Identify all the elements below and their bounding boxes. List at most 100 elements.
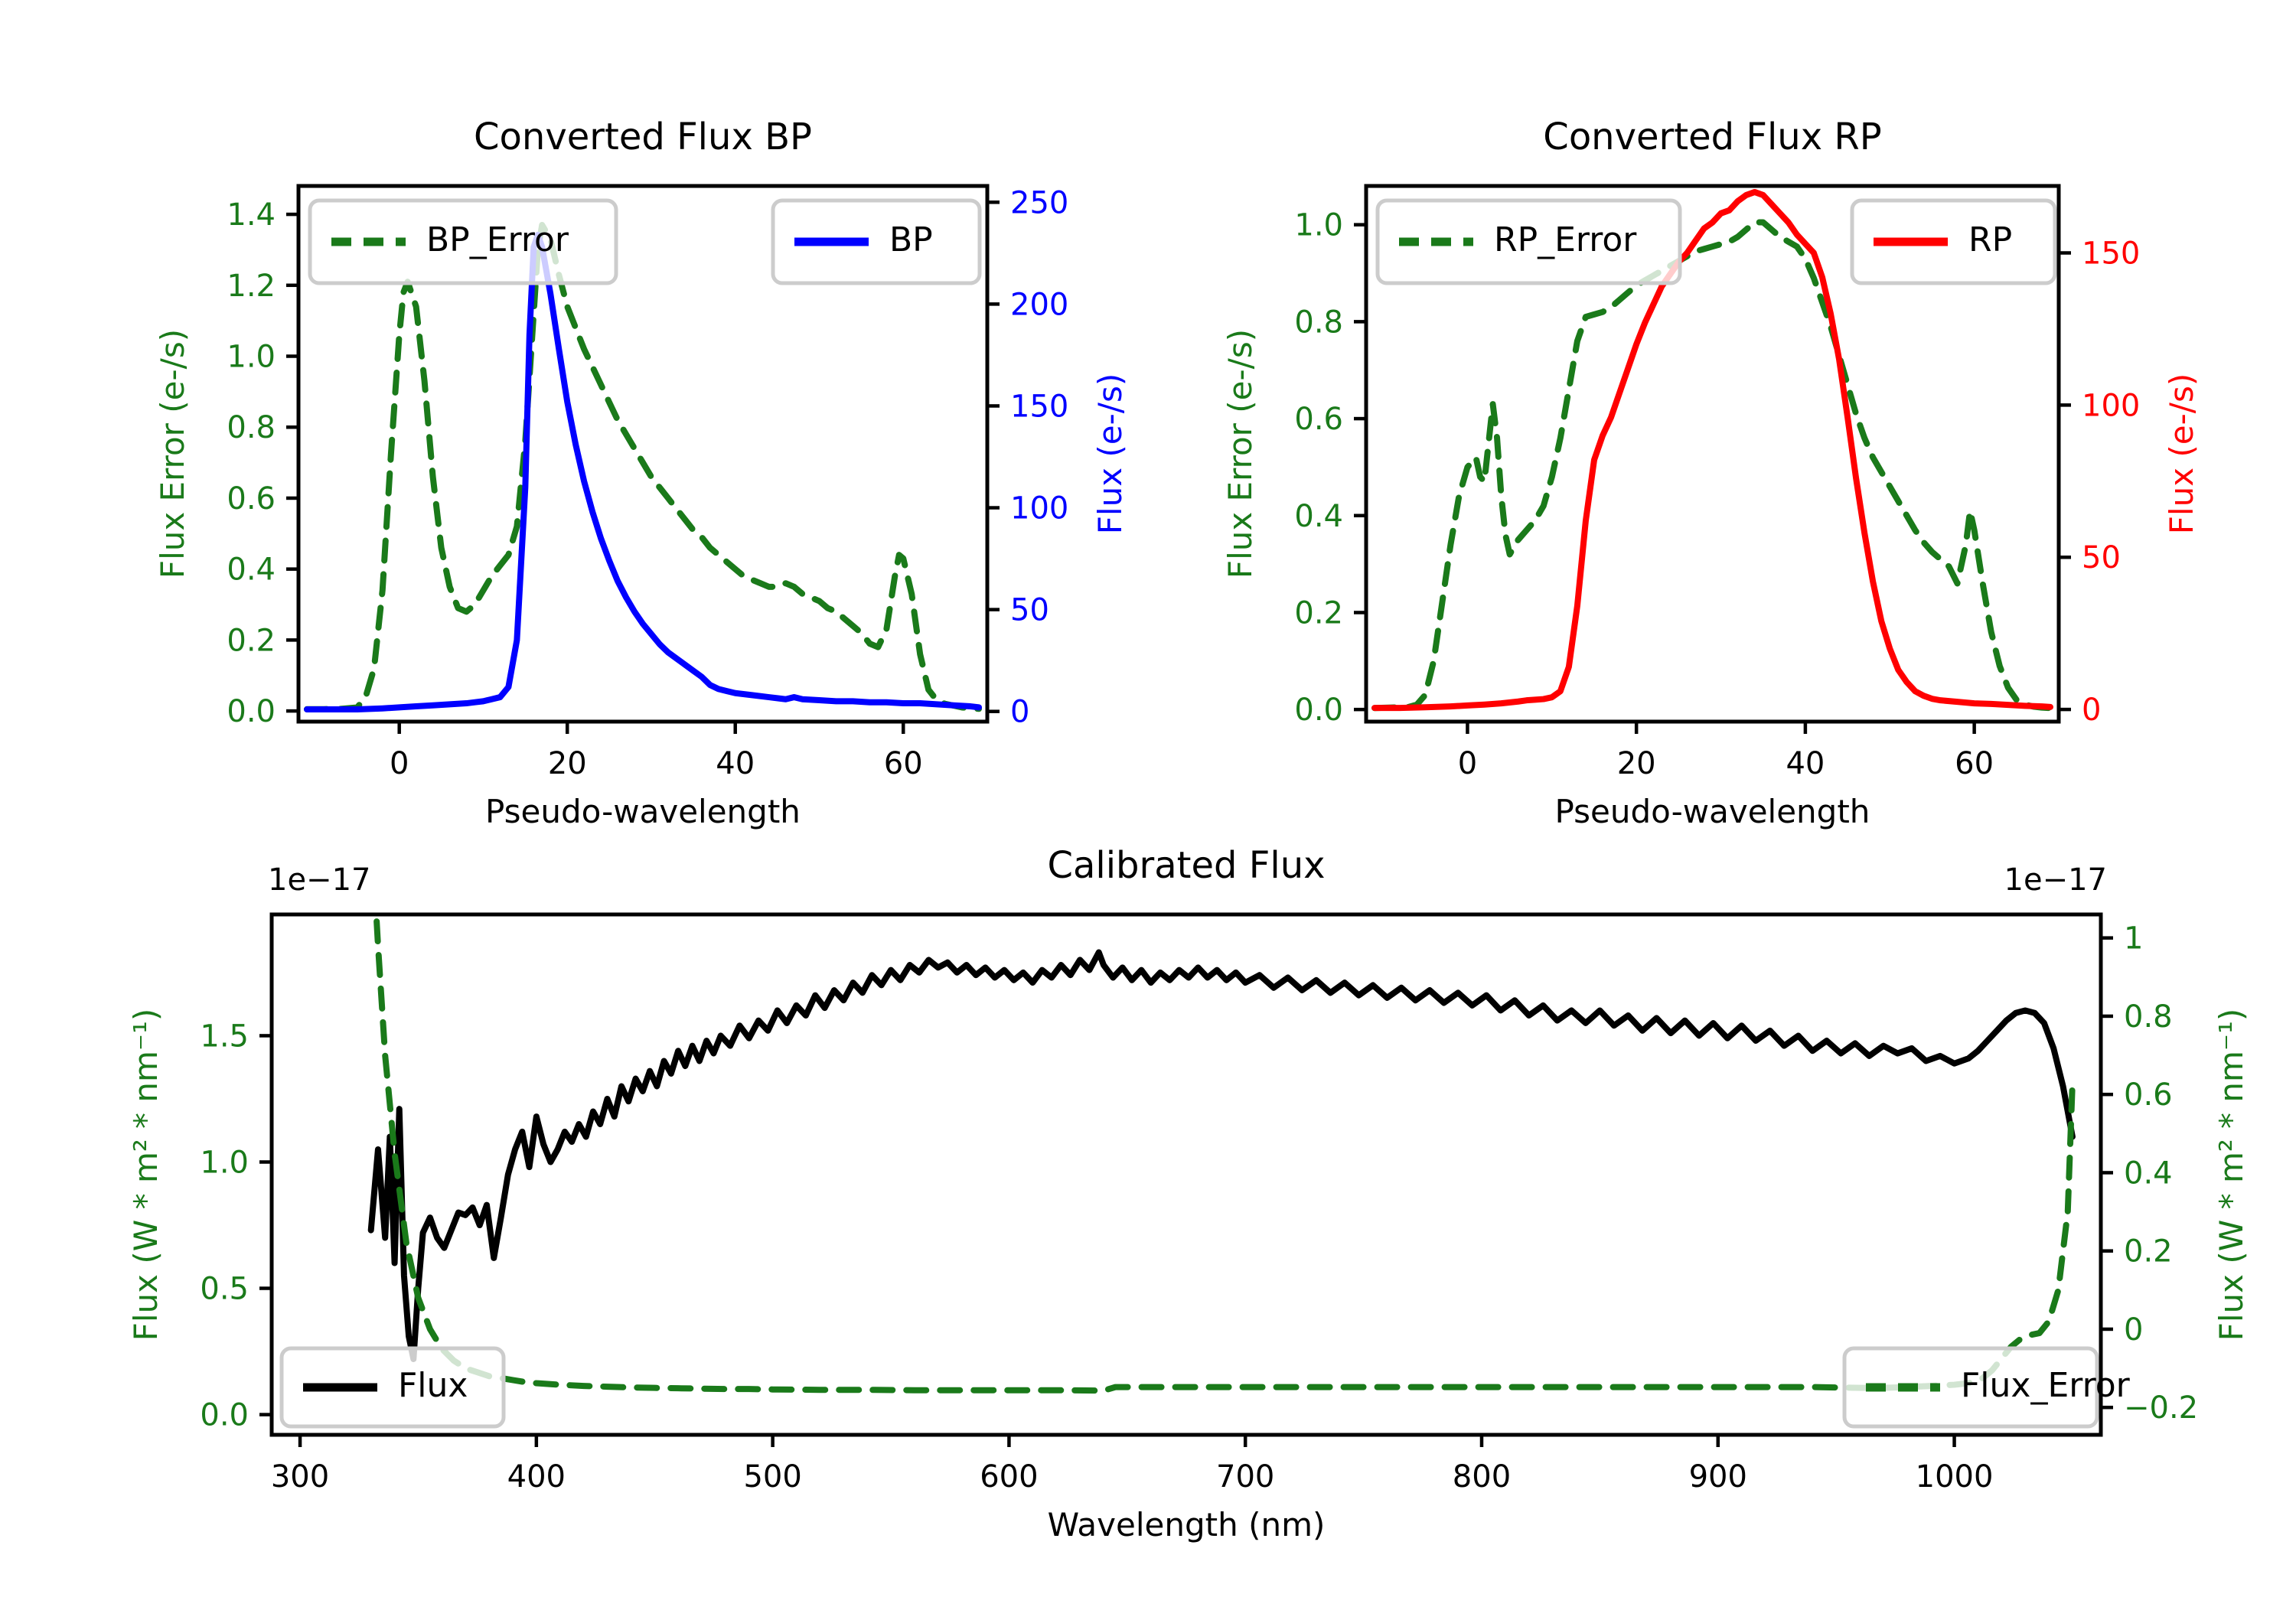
converted-flux-rp-ylabel-right: Flux (e-/s) — [2163, 373, 2200, 534]
converted-flux-bp-xtick-label: 40 — [716, 746, 755, 781]
converted-flux-bp-ytick-left-label: 0.4 — [227, 553, 276, 588]
flux-error-legend[interactable]: Flux_Error — [1842, 1346, 2131, 1429]
flux-legend-label-0: Flux — [398, 1366, 468, 1405]
converted-flux-rp-title: Converted Flux RP — [1543, 116, 1881, 158]
flux-error-legend-box — [1842, 1346, 2099, 1429]
converted-flux-bp-ytick-left-label: 1.4 — [227, 197, 276, 233]
rp-error-legend[interactable]: RP_Error — [1375, 198, 1682, 285]
converted-flux-rp-xtick-label: 40 — [1786, 746, 1825, 781]
converted-flux-bp-ylabel-right: Flux (e-/s) — [1091, 373, 1129, 534]
converted-flux-rp-ylabel-left: Flux Error (e-/s) — [1221, 329, 1259, 579]
converted-flux-bp-title: Converted Flux BP — [474, 116, 812, 158]
converted-flux-bp-xlabel: Pseudo-wavelength — [485, 793, 801, 830]
converted-flux-rp-ytick-left-label: 0.4 — [1294, 499, 1343, 534]
calibrated-flux-series-flux_error — [373, 914, 2076, 1394]
calibrated-flux-ylabel-left: Flux (W * m² * nm⁻¹) — [127, 1009, 165, 1341]
calibrated-flux-xtick-label: 800 — [1453, 1459, 1511, 1495]
converted-flux-bp-xtick-label: 60 — [884, 746, 923, 781]
converted-flux-bp-ytick-right-label: 250 — [1010, 185, 1068, 220]
converted-flux-bp-ylabel-left: Flux Error (e-/s) — [154, 329, 191, 579]
converted-flux-bp-ytick-left-label: 1.0 — [227, 340, 276, 375]
rp-legend-label-0: RP — [1968, 220, 2012, 259]
converted-flux-rp-xlabel: Pseudo-wavelength — [1555, 793, 1870, 830]
converted-flux-bp-ytick-left-label: 0.8 — [227, 410, 276, 445]
calibrated-flux-ytick-left-label: 0.5 — [200, 1272, 249, 1307]
bp-error-legend[interactable]: BP_Error — [308, 198, 618, 285]
calibrated-flux-xtick-label: 500 — [743, 1459, 801, 1495]
converted-flux-bp-plot-frame — [296, 184, 990, 724]
calibrated-flux-ytick-right-label: 1 — [2124, 921, 2143, 957]
converted-flux-bp-ytick-left-label: 0.2 — [227, 623, 276, 658]
converted-flux-rp-ytick-left-label: 0.8 — [1294, 305, 1343, 340]
converted-flux-rp-xtick-label: 60 — [1955, 746, 1994, 781]
calibrated-flux-xtick-label: 700 — [1216, 1459, 1274, 1495]
converted-flux-rp-ytick-left-label: 1.0 — [1294, 208, 1343, 243]
converted-flux-rp-series-rp — [1371, 188, 2053, 712]
converted-flux-rp-ytick-right-label: 150 — [2082, 236, 2140, 272]
converted-flux-rp-series-rp_error — [1371, 219, 2053, 712]
calibrated-flux-ytick-right-label: 0.2 — [2124, 1234, 2173, 1270]
rp-legend[interactable]: RP — [1850, 198, 2057, 285]
calibrated-flux-offset-left: 1e−17 — [268, 862, 370, 898]
converted-flux-bp-ytick-right-label: 50 — [1010, 593, 1049, 628]
calibrated-flux-ylabel-right: Flux (W * m² * nm⁻¹) — [2213, 1009, 2250, 1341]
converted-flux-rp-ytick-right-label: 50 — [2082, 540, 2121, 575]
panel-calibrated-flux: 300 400 500 600 700 800 900 1000 Wavelength (nm)… — [127, 844, 2250, 1543]
calibrated-flux-xtick-label: 900 — [1689, 1459, 1747, 1495]
converted-flux-bp-series-bp_error — [303, 221, 983, 712]
calibrated-flux-series-flux — [367, 949, 2076, 1362]
calibrated-flux-xtick-label: 300 — [271, 1459, 329, 1495]
flux-legend[interactable]: Flux — [279, 1346, 506, 1429]
calibrated-flux-ytick-left-label: 1.0 — [200, 1145, 249, 1180]
converted-flux-rp-ytick-left-label: 0.2 — [1294, 595, 1343, 631]
converted-flux-rp-series-group — [1371, 188, 2053, 712]
calibrated-flux-xtick-label: 400 — [507, 1459, 566, 1495]
calibrated-flux-xtick-label: 600 — [980, 1459, 1038, 1495]
converted-flux-rp-ytick-right-label: 0 — [2082, 693, 2101, 728]
calibrated-flux-ytick-right-label: 0 — [2124, 1312, 2143, 1348]
rp-legend-box — [1850, 198, 2057, 285]
flux-error-legend-label-0: Flux_Error — [1961, 1366, 2131, 1405]
rp-error-legend-box — [1375, 198, 1682, 285]
flux-legend-box — [279, 1346, 506, 1429]
rp-error-legend-label-0: RP_Error — [1494, 220, 1637, 259]
calibrated-flux-ytick-right-label: 0.8 — [2124, 999, 2173, 1035]
converted-flux-bp-xtick-label: 0 — [390, 746, 409, 781]
calibrated-flux-ytick-left-label: 1.5 — [200, 1019, 249, 1054]
calibrated-flux-xlabel: Wavelength (nm) — [1048, 1506, 1326, 1543]
converted-flux-rp-ytick-left-label: 0.6 — [1294, 402, 1343, 437]
calibrated-flux-ytick-right-label: 0.4 — [2124, 1156, 2173, 1191]
converted-flux-bp-xtick-label: 20 — [548, 746, 587, 781]
converted-flux-bp-series-group — [303, 221, 983, 713]
converted-flux-rp-plot-frame — [1364, 184, 2061, 724]
bp-legend-box — [771, 198, 982, 285]
converted-flux-rp-xtick-label: 20 — [1617, 746, 1656, 781]
calibrated-flux-ytick-left-label: 0.0 — [200, 1398, 249, 1433]
converted-flux-bp-series-bp — [303, 231, 983, 713]
converted-flux-bp-ytick-right-label: 100 — [1010, 491, 1068, 526]
calibrated-flux-offset-right: 1e−17 — [2004, 862, 2107, 898]
converted-flux-rp-ytick-left-label: 0.0 — [1294, 693, 1343, 728]
calibrated-flux-title: Calibrated Flux — [1047, 844, 1325, 887]
calibrated-flux-ytick-right-label: −0.2 — [2124, 1390, 2198, 1426]
converted-flux-rp-xtick-label: 0 — [1458, 746, 1477, 781]
calibrated-flux-series-group — [367, 914, 2076, 1394]
converted-flux-bp-ytick-right-label: 200 — [1010, 287, 1068, 322]
converted-flux-bp-ytick-left-label: 1.2 — [227, 269, 276, 304]
calibrated-flux-xtick-label: 1000 — [1916, 1459, 1994, 1495]
panel-converted-flux-bp: 0 20 40 60 Pseudo-wavelength 0.0 0.2 0.4 0.6 0.8 1… — [154, 116, 1129, 830]
bp-error-legend-label-0: BP_Error — [426, 220, 569, 259]
converted-flux-bp-ytick-right-label: 150 — [1010, 389, 1068, 424]
calibrated-flux-plot-frame — [269, 912, 2103, 1437]
converted-flux-rp-ytick-right-label: 100 — [2082, 388, 2140, 423]
bp-legend[interactable]: BP — [771, 198, 982, 285]
calibrated-flux-ytick-right-label: 0.6 — [2124, 1077, 2173, 1113]
converted-flux-bp-ytick-right-label: 0 — [1010, 695, 1029, 730]
converted-flux-bp-ytick-left-label: 0.0 — [227, 694, 276, 729]
converted-flux-bp-ytick-left-label: 0.6 — [227, 481, 276, 517]
bp-error-legend-box — [308, 198, 618, 285]
bp-legend-label-0: BP — [889, 220, 933, 259]
panel-converted-flux-rp: 0 20 40 60 Pseudo-wavelength 0.0 0.2 0.4 0.6 0.8 1… — [1221, 116, 2200, 830]
